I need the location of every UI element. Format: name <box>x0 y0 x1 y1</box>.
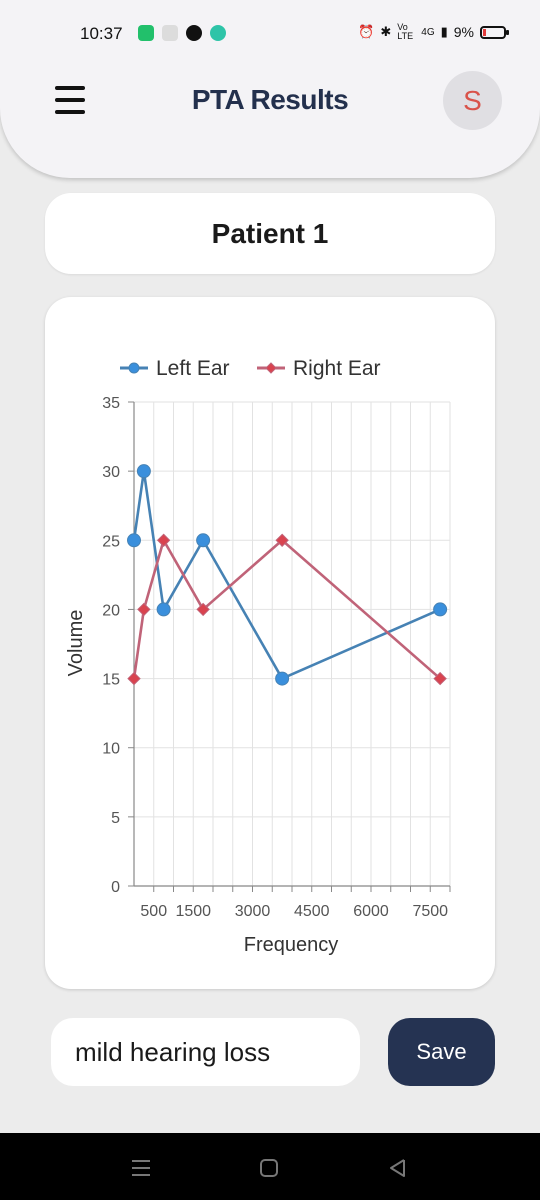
right-ear-point <box>156 533 171 547</box>
back-icon[interactable] <box>386 1157 408 1179</box>
y-tick-label: 25 <box>102 533 120 550</box>
system-nav-bar <box>0 1133 540 1200</box>
status-indicators: ⏰ ✱ Vo LTE 4G ▮ 9% <box>358 22 509 41</box>
legend-marker <box>128 362 140 374</box>
right-ear-point <box>127 671 141 686</box>
y-axis-ticks: 0 5 10 15 20 25 30 35 <box>102 395 134 896</box>
right-ear-point <box>137 602 151 617</box>
bluetooth-icon: ✱ <box>380 24 392 39</box>
chat-notification-icon <box>210 25 226 41</box>
x-tick-label: 4500 <box>294 903 330 920</box>
legend-marker <box>265 362 277 374</box>
app-notification-icon <box>138 25 154 41</box>
battery-icon <box>480 25 509 39</box>
alarm-icon: ⏰ <box>358 24 375 39</box>
legend-label: Right Ear <box>293 357 381 380</box>
chart-grid <box>134 401 451 886</box>
series-line-right-ear <box>132 538 441 680</box>
network-indicator: 4G <box>421 26 435 38</box>
y-tick-label: 10 <box>102 741 120 758</box>
status-time: 10:37 <box>80 24 123 43</box>
save-button[interactable]: Save <box>388 1018 495 1086</box>
patient-name-card: Patient 1 <box>45 193 495 274</box>
right-ear-point <box>433 671 447 686</box>
recents-icon[interactable] <box>130 1157 152 1179</box>
notification-icons <box>138 25 226 41</box>
series-line-left-ear <box>132 469 441 680</box>
x-tick-label: 7500 <box>412 903 448 920</box>
avatar[interactable]: S <box>443 71 502 130</box>
media-notification-icon <box>162 25 178 41</box>
battery-percent: 9% <box>453 24 474 40</box>
x-tick-label: 500 <box>140 903 167 920</box>
x-tick-label: 6000 <box>353 903 389 920</box>
x-axis-ticks: 500 1500 3000 4500 6000 7500 <box>140 886 451 920</box>
home-icon[interactable] <box>258 1157 280 1179</box>
left-ear-point <box>127 533 141 548</box>
left-ear-point <box>136 464 151 479</box>
patient-name: Patient 1 <box>211 217 329 249</box>
y-tick-label: 5 <box>111 810 120 827</box>
right-ear-point <box>275 533 289 547</box>
left-ear-point <box>275 671 290 686</box>
y-tick-label: 35 <box>102 395 120 412</box>
left-ear-point <box>433 602 448 617</box>
signal-icon: ▮ <box>440 24 448 39</box>
y-tick-label: 30 <box>102 464 120 481</box>
menu-icon[interactable] <box>55 86 85 114</box>
x-tick-label: 3000 <box>235 903 271 920</box>
volte-indicator: Vo LTE <box>397 22 414 41</box>
diagnosis-notes-input[interactable] <box>51 1018 360 1086</box>
chart-series <box>127 464 448 686</box>
app-header: PTA Results S <box>0 0 540 178</box>
page-title: PTA Results <box>191 84 349 115</box>
chart-card: 0 5 10 15 20 25 30 35 500 1500 3000 4500 6000 7500 L… <box>45 297 495 989</box>
y-tick-label: 15 <box>102 672 120 689</box>
y-axis-label: Volume <box>65 610 87 677</box>
x-axis-label: Frequency <box>244 934 339 956</box>
left-ear-point <box>196 533 211 548</box>
left-ear-point <box>156 602 171 617</box>
y-tick-label: 20 <box>102 602 120 619</box>
x-tick-label: 1500 <box>175 903 211 920</box>
spotify-icon <box>186 25 202 41</box>
y-tick-label: 0 <box>111 879 120 896</box>
right-ear-point <box>196 602 210 617</box>
status-bar: 10:37 ⏰ ✱ Vo LTE 4G ▮ 9% <box>0 0 540 64</box>
audiogram-chart: 0 5 10 15 20 25 30 35 500 1500 3000 4500 6000 7500 L… <box>65 357 451 956</box>
legend-label: Left Ear <box>156 357 230 380</box>
chart-legend: Left Ear Right Ear <box>120 357 381 380</box>
